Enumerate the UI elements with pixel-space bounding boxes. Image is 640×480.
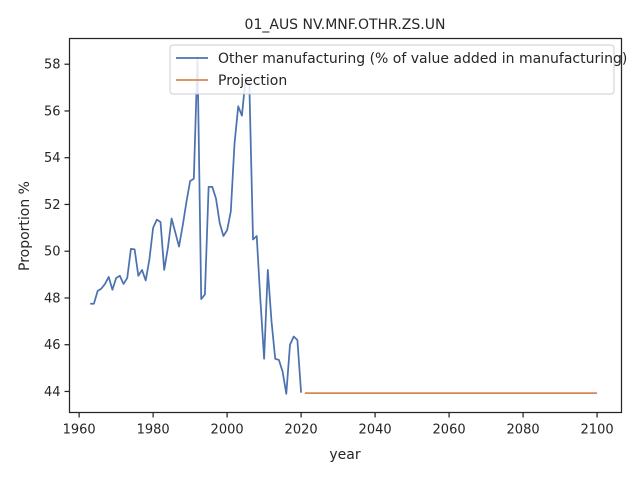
series-line-other-manufacturing — [90, 56, 302, 395]
x-tick-label: 1960 — [63, 423, 96, 438]
legend-box — [169, 44, 615, 95]
y-axis: 44 46 48 50 52 54 56 58 — [44, 58, 70, 400]
x-tick-label: 2100 — [581, 423, 614, 438]
y-tick-label: 46 — [44, 338, 61, 353]
y-tick-label: 52 — [44, 198, 61, 213]
x-tick-label: 2080 — [507, 423, 540, 438]
x-tick-label: 2020 — [285, 423, 318, 438]
plot-lines — [90, 56, 598, 395]
legend: Other manufacturing (% of value added in… — [169, 44, 627, 95]
y-tick-label: 44 — [44, 385, 61, 400]
y-tick-label: 48 — [44, 291, 61, 306]
y-tick-label: 50 — [44, 245, 61, 260]
x-tick-label: 2060 — [433, 423, 466, 438]
legend-label-other-manufacturing: Other manufacturing (% of value added in… — [218, 51, 627, 67]
plot-frame — [68, 37, 623, 414]
y-tick-label: 54 — [44, 151, 61, 166]
x-tick-label: 2000 — [211, 423, 244, 438]
y-tick-label: 56 — [44, 104, 61, 119]
x-tick-label: 2040 — [359, 423, 392, 438]
y-axis-label: Proportion % — [17, 181, 33, 271]
x-axis: 1960 1980 2000 2020 2040 2060 2080 2100 — [63, 412, 614, 438]
x-tick-label: 1980 — [137, 423, 170, 438]
x-axis-label: year — [329, 447, 360, 463]
y-tick-label: 58 — [44, 58, 61, 73]
legend-label-projection: Projection — [218, 73, 287, 89]
chart-title: 01_AUS NV.MNF.OTHR.ZS.UN — [245, 17, 446, 33]
